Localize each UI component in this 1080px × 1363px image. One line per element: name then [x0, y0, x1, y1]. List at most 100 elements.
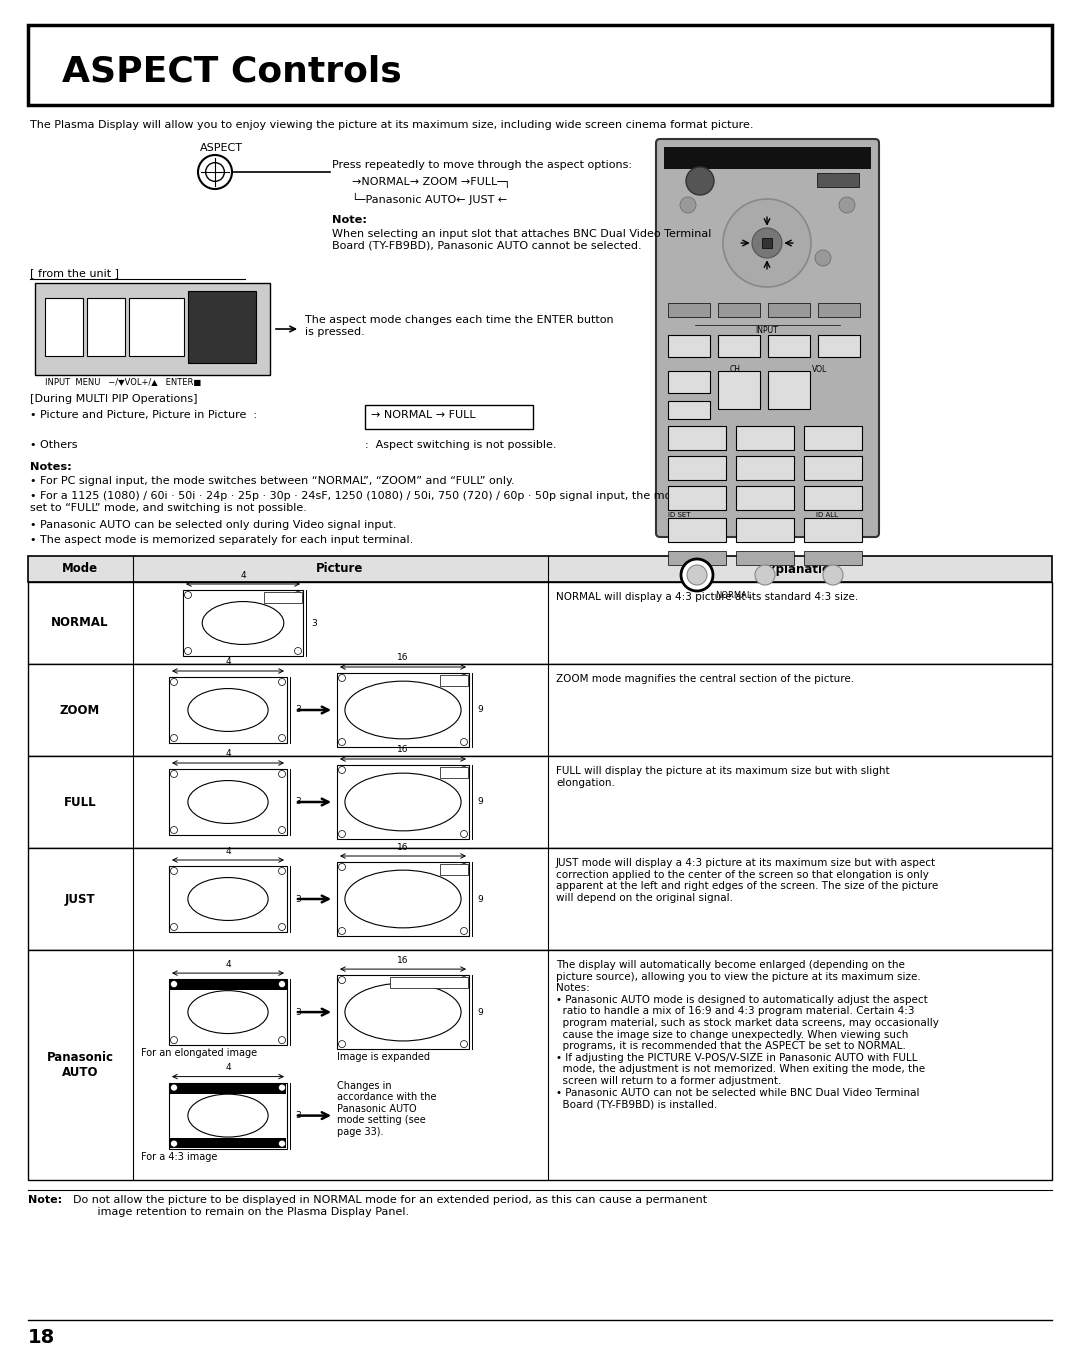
Bar: [168, 677, 287, 743]
Text: 3: 3: [786, 341, 792, 352]
Text: ZOOM mode magnifies the central section of the picture.: ZOOM mode magnifies the central section …: [556, 673, 854, 684]
Circle shape: [680, 198, 696, 213]
Text: 9: 9: [477, 1007, 483, 1017]
Circle shape: [295, 647, 301, 654]
Text: 3: 3: [311, 619, 316, 627]
Circle shape: [295, 592, 301, 598]
Bar: [390, 977, 468, 988]
Circle shape: [338, 1040, 346, 1048]
Circle shape: [839, 198, 855, 213]
Text: Picture: Picture: [316, 563, 364, 575]
Circle shape: [185, 647, 191, 654]
Text: SURROUND: SURROUND: [747, 556, 783, 560]
Text: Press repeatedly to move through the aspect options:: Press repeatedly to move through the asp…: [332, 159, 632, 170]
Bar: [804, 457, 862, 480]
Text: JUST: JUST: [65, 893, 95, 905]
Bar: [669, 551, 726, 566]
Text: The display will automatically become enlarged (depending on the
picture source): The display will automatically become en…: [556, 960, 939, 1109]
Text: 4: 4: [226, 1063, 231, 1073]
Circle shape: [279, 770, 285, 777]
Bar: [735, 551, 794, 566]
Bar: [735, 518, 794, 542]
Text: └─Panasonic AUTO← JUST ←: └─Panasonic AUTO← JUST ←: [352, 194, 508, 204]
Text: 9: 9: [477, 894, 483, 904]
Circle shape: [723, 199, 811, 288]
Text: INPUT  MENU   −/▼VOL+/▲   ENTER■: INPUT MENU −/▼VOL+/▲ ENTER■: [45, 378, 201, 387]
Text: 3: 3: [295, 706, 300, 714]
Circle shape: [338, 977, 346, 984]
Bar: [669, 401, 710, 418]
Text: The Plasma Display will allow you to enjoy viewing the picture at its maximum si: The Plasma Display will allow you to enj…: [30, 120, 754, 129]
Bar: [28, 848, 1052, 950]
Bar: [669, 303, 710, 318]
Bar: [440, 864, 468, 875]
Circle shape: [755, 566, 775, 585]
Circle shape: [279, 679, 285, 686]
Text: NORMAL: NORMAL: [715, 592, 752, 600]
Bar: [768, 303, 810, 318]
Circle shape: [279, 924, 285, 931]
Text: 4: 4: [226, 657, 231, 667]
Bar: [804, 487, 862, 510]
Bar: [735, 427, 794, 450]
Bar: [87, 298, 125, 356]
Text: :  Aspect switching is not possible.: : Aspect switching is not possible.: [365, 440, 556, 450]
Bar: [762, 239, 772, 248]
Bar: [170, 1138, 286, 1148]
Text: +/−: +/−: [821, 523, 846, 537]
Circle shape: [171, 924, 177, 931]
Text: • Panasonic AUTO can be selected only during Video signal input.: • Panasonic AUTO can be selected only du…: [30, 521, 396, 530]
Bar: [188, 290, 256, 363]
Circle shape: [279, 826, 285, 834]
Bar: [168, 979, 287, 991]
Bar: [440, 767, 468, 778]
Circle shape: [171, 826, 177, 834]
Bar: [718, 303, 760, 318]
Text: CH: CH: [729, 365, 741, 373]
Text: Panasonic
AUTO: Panasonic AUTO: [46, 1051, 113, 1079]
Text: 16: 16: [397, 955, 408, 965]
Text: When selecting an input slot that attaches BNC Dual Video Terminal
Board (TY-FB9: When selecting an input slot that attach…: [332, 229, 712, 251]
Circle shape: [338, 766, 346, 773]
Bar: [28, 556, 1052, 582]
Text: SOUND: SOUND: [779, 305, 799, 309]
Bar: [168, 979, 287, 1045]
Text: Do not allow the picture to be displayed in NORMAL mode for an extended period, : Do not allow the picture to be displayed…: [66, 1195, 707, 1217]
Text: • For PC signal input, the mode switches between “NORMAL”, “ZOOM” and “FULL” onl: • For PC signal input, the mode switches…: [30, 476, 515, 487]
Bar: [337, 765, 469, 840]
Bar: [264, 592, 302, 602]
Text: 5: 5: [761, 462, 769, 474]
Bar: [718, 371, 760, 409]
Text: For an elongated image: For an elongated image: [141, 1048, 257, 1058]
Text: N: N: [685, 200, 691, 210]
Circle shape: [815, 249, 831, 266]
Text: PICTURE: PICTURE: [728, 305, 751, 309]
Circle shape: [279, 980, 285, 988]
Bar: [168, 866, 287, 932]
Bar: [804, 551, 862, 566]
Circle shape: [823, 566, 843, 585]
Text: POS/SIZ: POS/SIZ: [678, 305, 700, 309]
Text: ON: ON: [694, 176, 706, 185]
Bar: [669, 371, 710, 393]
Text: 3: 3: [829, 432, 837, 444]
Circle shape: [279, 1037, 285, 1044]
Text: R: R: [845, 200, 850, 210]
Circle shape: [752, 228, 782, 258]
Text: −: −: [784, 393, 794, 403]
Bar: [735, 457, 794, 480]
Bar: [718, 335, 760, 357]
Circle shape: [279, 1084, 285, 1092]
Text: ASPECT: ASPECT: [685, 556, 708, 560]
Bar: [669, 335, 710, 357]
Text: 4: 4: [226, 846, 231, 856]
Circle shape: [171, 980, 177, 988]
Text: ASPECT Controls: ASPECT Controls: [62, 55, 402, 89]
Text: 8: 8: [761, 492, 769, 504]
Bar: [129, 298, 184, 356]
Text: 16: 16: [397, 746, 408, 755]
Text: Image is expanded: Image is expanded: [337, 1052, 430, 1062]
Bar: [28, 664, 1052, 756]
Bar: [28, 25, 1052, 105]
Bar: [669, 427, 726, 450]
